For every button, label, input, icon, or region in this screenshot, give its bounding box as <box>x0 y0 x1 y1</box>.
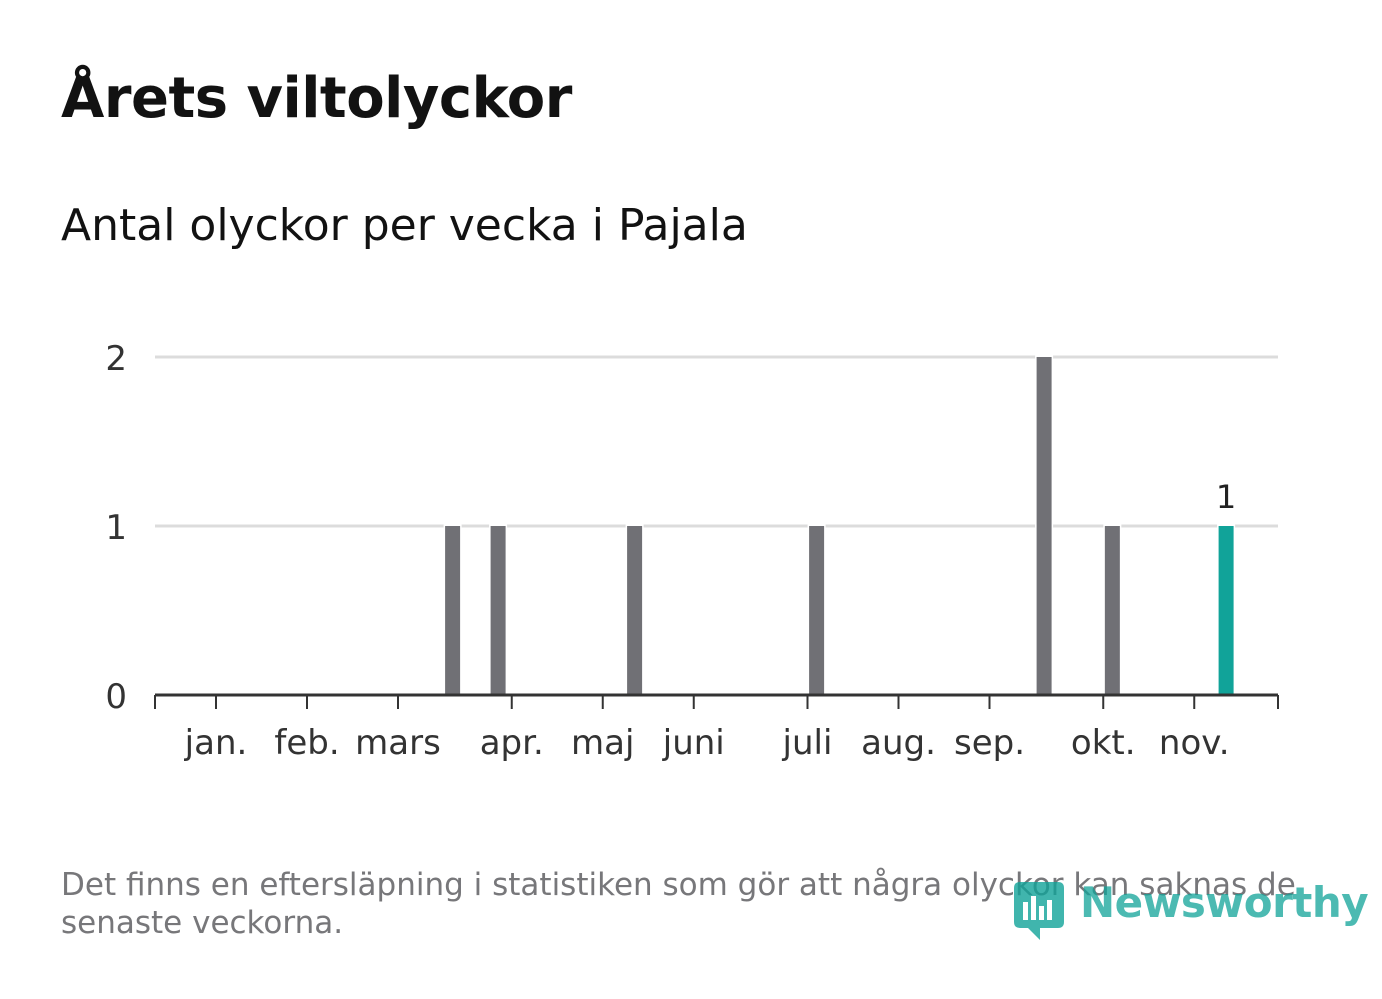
x-tick-label: juni <box>662 723 725 763</box>
x-tick-label: jan. <box>184 723 248 763</box>
chart-title: Årets viltolyckor <box>61 66 572 131</box>
chart-subtitle: Antal olyckor per vecka i Pajala <box>61 200 748 251</box>
bar <box>443 524 462 697</box>
axes <box>154 693 1279 709</box>
newsworthy-logo: Newsworthy <box>1010 876 1369 946</box>
bar <box>489 524 508 697</box>
bar <box>1103 524 1122 697</box>
newsworthy-logo-icon <box>1014 882 1064 940</box>
x-tick-label: juli <box>782 723 833 763</box>
x-tick-label: sep. <box>954 723 1025 763</box>
y-tick-label: 1 <box>105 508 127 548</box>
bar-data-label: 1 <box>1216 478 1236 516</box>
bar <box>807 524 826 697</box>
bar-highlight <box>1217 524 1236 697</box>
tick-labels: 0 1 2 1 jan. feb. mars apr. maj juni juli aug. sep. o… <box>105 339 1236 763</box>
x-tick-label: mars <box>355 723 441 763</box>
x-tick-label: apr. <box>480 723 544 763</box>
x-tick-label: okt. <box>1071 723 1136 763</box>
grid-lines <box>155 355 1278 528</box>
x-tick-label: nov. <box>1159 723 1230 763</box>
x-tick-label: feb. <box>274 723 339 763</box>
footnote: Det finns en eftersläpning i statistiken… <box>61 867 1296 941</box>
y-tick-label: 0 <box>105 677 127 717</box>
bar <box>625 524 644 697</box>
y-tick-label: 2 <box>105 339 127 379</box>
bar <box>1035 355 1054 697</box>
brand-name: Newsworthy <box>1080 878 1369 927</box>
x-tick-label: maj <box>571 723 634 763</box>
x-tick-label: aug. <box>861 723 936 763</box>
